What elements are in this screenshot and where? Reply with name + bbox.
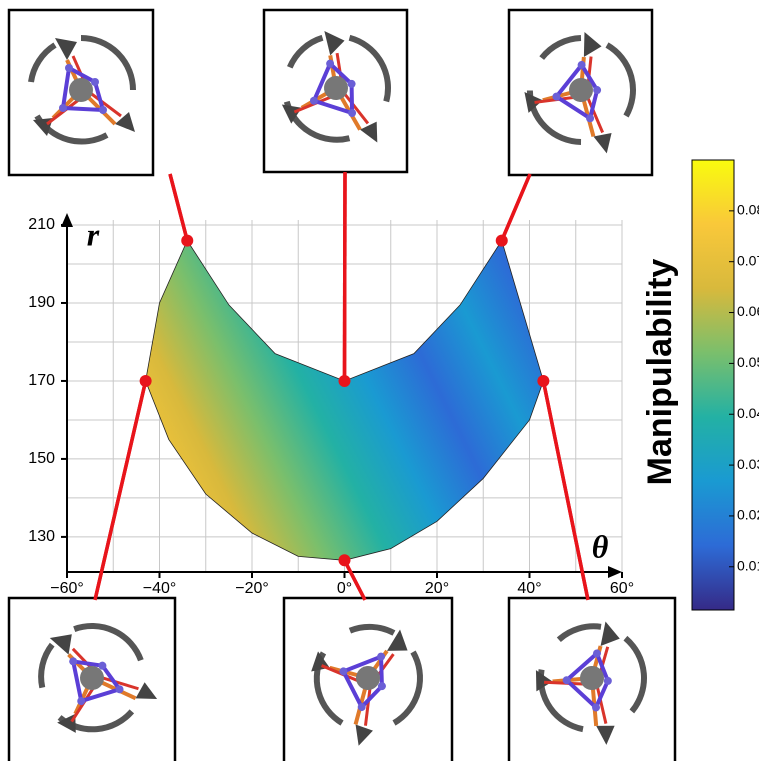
colorbar-tick-label: 0.03 [737,456,759,472]
y-tick-label: 130 [28,528,55,545]
connector [543,381,588,600]
colorbar-label: Manipulability [641,259,679,486]
connector [95,381,146,600]
connector [170,174,187,241]
colorbar-scale [692,160,734,610]
y-axis-arrow [61,213,73,227]
x-tick-label: 60° [610,580,634,597]
x-tick-label: −40° [143,580,177,597]
connector [502,174,530,241]
x-tick-label: −60° [50,580,84,597]
point [537,375,549,387]
colorbar-tick-label: 0.02 [737,507,759,523]
colorbar-tick-label: 0.06 [737,303,759,319]
colorbar-tick-label: 0.01 [737,557,759,573]
point [181,235,193,247]
plot-area: −60° −40° −20° 0° 20° 40° 60° 130 150 170 190 210 [28,172,634,600]
x-tick-label: 0° [337,580,352,597]
x-tick-label: 20° [425,580,449,597]
y-tick-label: 150 [28,450,55,467]
y-tick-label: 210 [28,216,55,233]
figure: −60° −40° −20° 0° 20° 40° 60° 130 150 170 190 210 r… [0,0,759,761]
point [140,375,152,387]
colorbar-tick-label: 0.04 [737,405,759,421]
colorbar-tick-label: 0.05 [737,354,759,370]
y-axis-label: r [87,216,100,252]
colorbar: 0.01 0.02 0.03 0.04 0.05 0.06 0.07 0.08 [692,160,759,610]
colorbar-tick-label: 0.07 [737,252,759,268]
connector [345,172,346,381]
y-tick-label: 170 [28,372,55,389]
x-axis-arrow [608,566,622,578]
y-tick-label: 190 [28,294,55,311]
x-tick-label: −20° [235,580,269,597]
point [496,235,508,247]
point [339,375,351,387]
colorbar-tick-label: 0.08 [737,202,759,218]
point [339,554,351,566]
x-axis-label: θ [592,528,609,564]
x-tick-label: 40° [517,580,541,597]
